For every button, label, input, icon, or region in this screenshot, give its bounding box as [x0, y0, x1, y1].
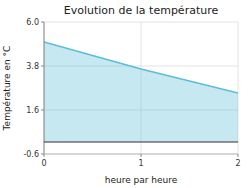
y-tick-label: 6.0	[26, 18, 39, 27]
y-tick	[41, 22, 44, 23]
x-tick-label: 1	[138, 159, 143, 168]
plot-area	[44, 42, 238, 142]
x-axis	[44, 141, 238, 142]
grid-line	[44, 22, 45, 154]
grid	[44, 22, 238, 154]
x-tick-label: 2	[235, 159, 240, 168]
y-tick	[41, 110, 44, 111]
y-tick	[41, 66, 44, 67]
y-tick-label: -0.6	[23, 150, 39, 159]
x-axis-label: heure par heure	[105, 175, 178, 185]
y-tick-label: 3.8	[26, 62, 39, 71]
area	[44, 42, 238, 142]
chart: -0.6 1.6 3.8 6.0 0 1 2 Evolution de la températ…	[0, 0, 250, 188]
line	[44, 42, 238, 93]
y-axis	[44, 22, 45, 154]
title: Evolution de la température	[64, 4, 219, 17]
y-tick-label: 1.6	[26, 106, 39, 115]
x-tick-label: 0	[41, 159, 46, 168]
x-tick	[238, 154, 239, 157]
x-tick	[141, 154, 142, 157]
y-axis-label: Température en °C	[2, 46, 12, 132]
x-tick	[44, 154, 45, 157]
